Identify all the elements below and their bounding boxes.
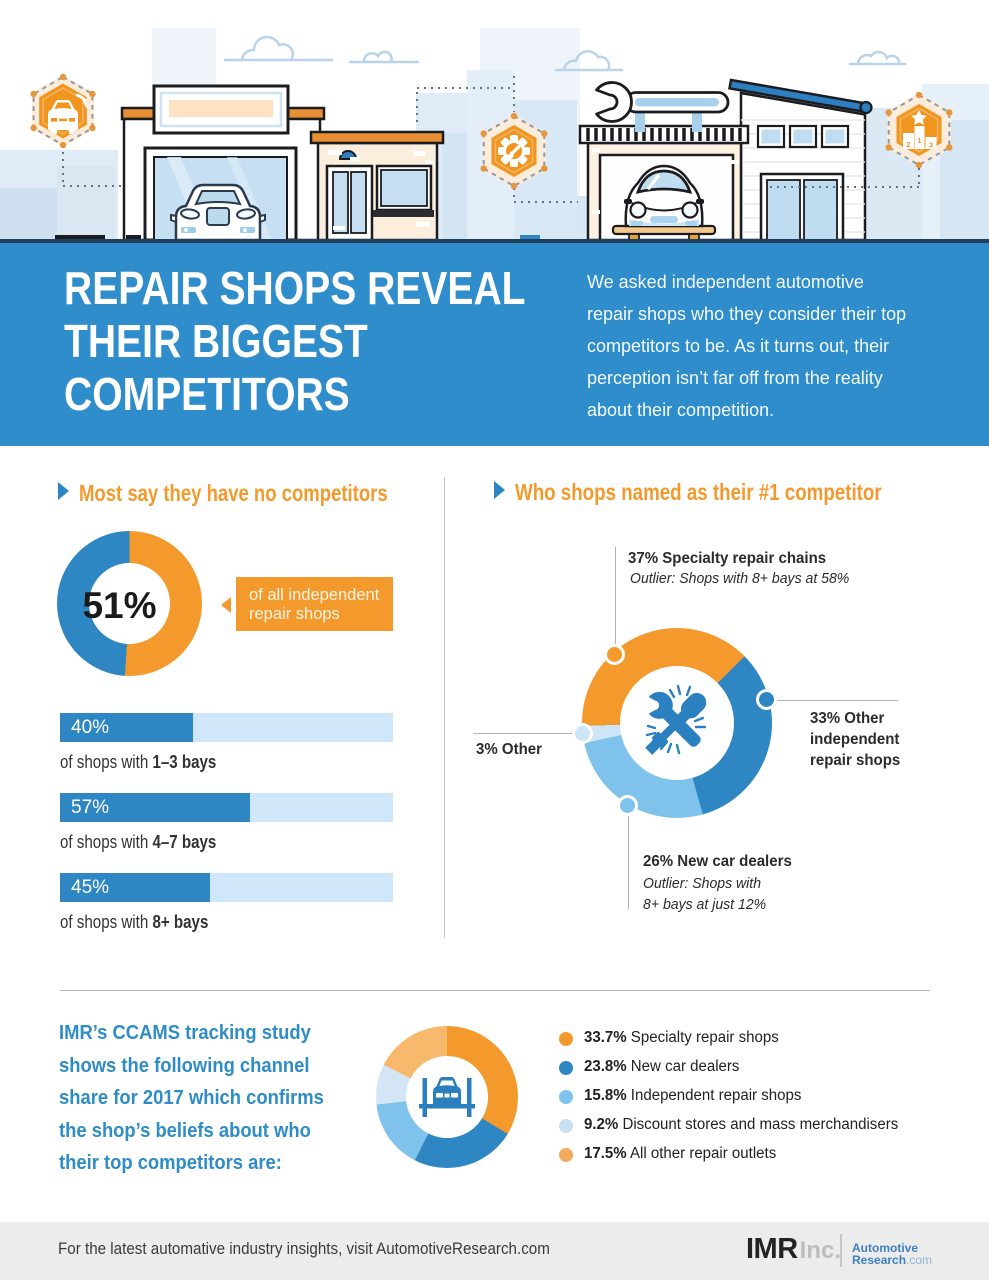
- svg-text:2: 2: [906, 140, 910, 149]
- svg-text:3: 3: [929, 141, 933, 150]
- svg-text:1: 1: [917, 136, 921, 145]
